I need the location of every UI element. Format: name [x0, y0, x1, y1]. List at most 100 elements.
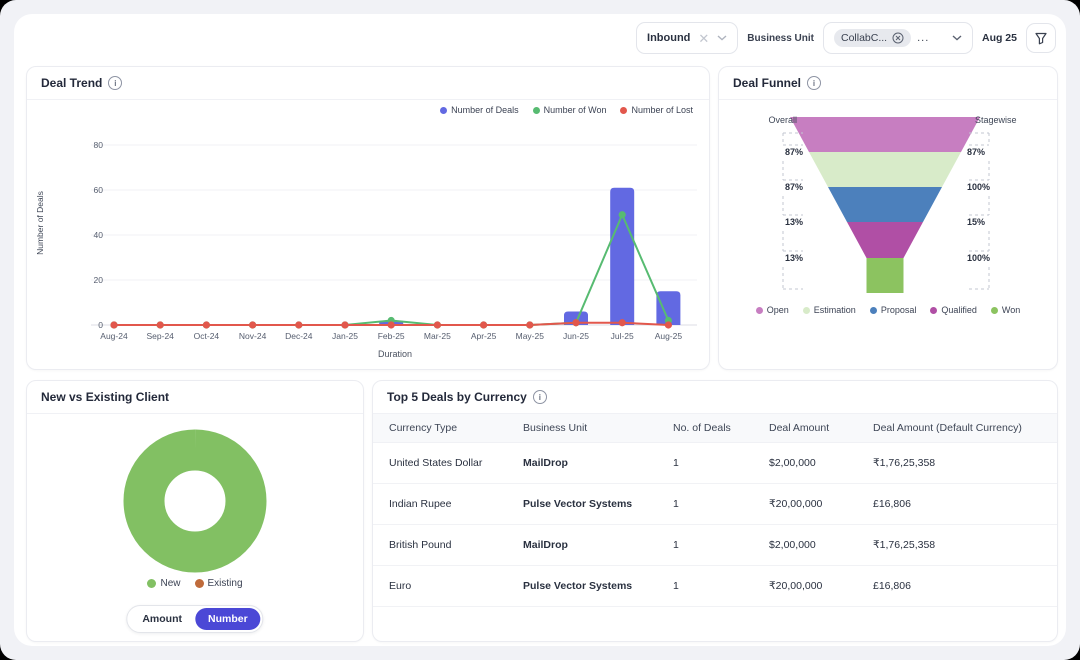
channel-filter-value: Inbound — [647, 32, 691, 44]
svg-text:Aug-24: Aug-24 — [100, 331, 128, 341]
business-unit-label: Business Unit — [747, 32, 814, 44]
legend-dot-icon — [147, 579, 157, 588]
client-legend-item-1[interactable]: Existing — [194, 578, 243, 589]
table-cell: 1 — [673, 580, 679, 592]
chip-overflow: ... — [917, 32, 930, 44]
client-legend-item-0[interactable]: New — [147, 578, 181, 589]
table-cell: ₹20,00,000 — [769, 498, 823, 510]
business-unit-chip[interactable]: CollabC... — [833, 29, 912, 47]
trend-legend-item-1[interactable]: Number of Won — [532, 105, 607, 115]
info-icon[interactable]: i — [532, 390, 547, 404]
legend-label: Estimation — [813, 305, 856, 315]
svg-text:20: 20 — [94, 275, 104, 285]
legend-label: Existing — [207, 578, 243, 589]
client-split-legend: New Existing — [27, 578, 363, 589]
legend-dot-icon — [532, 106, 540, 114]
table-cell: British Pound — [389, 539, 452, 551]
funnel-legend-item-4[interactable]: Won — [990, 305, 1021, 315]
table-cell: £16,806 — [873, 580, 911, 592]
svg-text:100%: 100% — [967, 253, 990, 263]
svg-text:13%: 13% — [785, 253, 803, 263]
table-cell: 1 — [673, 457, 679, 469]
filter-button[interactable] — [1026, 23, 1056, 53]
client-split-header: New vs Existing Client — [27, 381, 363, 414]
table-cell: Euro — [389, 580, 412, 592]
remove-chip-icon[interactable] — [892, 32, 904, 44]
column-header: Business Unit — [523, 422, 588, 434]
svg-text:40: 40 — [94, 230, 104, 240]
deal-funnel-title: Deal Funnel — [733, 76, 802, 90]
table-cell: 1 — [673, 539, 679, 551]
legend-dot-icon — [990, 306, 998, 314]
funnel-legend-item-3[interactable]: Qualified — [930, 305, 977, 315]
deal-trend-chart: 0 20 40 60 80 Number of Deals Aug-24 Sep-24 Oct-… — [35, 140, 697, 359]
svg-text:87%: 87% — [785, 182, 803, 192]
svg-text:15%: 15% — [967, 217, 985, 227]
svg-text:Aug-25: Aug-25 — [655, 331, 683, 341]
channel-filter-select[interactable]: Inbound ✕ — [636, 22, 739, 54]
client-split-donut-chart — [123, 429, 267, 573]
table-cell: United States Dollar — [389, 457, 483, 469]
legend-label: Won — [1001, 305, 1021, 315]
deal-funnel-legend: Open Estimation Proposal Qualified Won — [719, 305, 1057, 315]
legend-dot-icon — [930, 306, 938, 314]
svg-text:Apr-25: Apr-25 — [471, 331, 497, 341]
svg-text:Dec-24: Dec-24 — [285, 331, 313, 341]
legend-label: Number of Won — [543, 105, 607, 115]
svg-text:Overall: Overall — [768, 115, 797, 125]
column-header: Deal Amount — [769, 422, 830, 434]
legend-label: Number of Lost — [631, 105, 693, 115]
table-cell: $2,00,000 — [769, 539, 816, 551]
table-cell: MailDrop — [523, 539, 568, 551]
chevron-down-icon — [717, 35, 727, 41]
trend-legend-item-2[interactable]: Number of Lost — [620, 105, 693, 115]
table-cell: ₹1,76,25,358 — [873, 457, 936, 469]
date-filter-value[interactable]: Aug 25 — [981, 32, 1017, 44]
funnel-filter-icon — [1035, 32, 1047, 44]
top-deals-table: Currency Type Business Unit No. of Deals De… — [373, 413, 1057, 607]
toggle-option-amount[interactable]: Amount — [129, 608, 195, 630]
clear-filter-icon[interactable]: ✕ — [698, 30, 710, 46]
legend-label: Number of Deals — [451, 105, 519, 115]
table-cell: ₹1,76,25,358 — [873, 539, 936, 551]
svg-text:0: 0 — [98, 320, 103, 330]
table-cell: 1 — [673, 498, 679, 510]
toggle-option-number[interactable]: Number — [194, 608, 261, 630]
legend-dot-icon — [620, 106, 628, 114]
client-split-panel: New vs Existing Client New Existing Amoun… — [26, 380, 364, 642]
funnel-legend-item-2[interactable]: Proposal — [869, 305, 916, 315]
filter-bar: Inbound ✕ Business Unit CollabC... ... A… — [636, 22, 1056, 54]
top-deals-title: Top 5 Deals by Currency — [387, 390, 527, 404]
table-cell: Pulse Vector Systems — [523, 580, 633, 592]
svg-text:Sep-24: Sep-24 — [146, 331, 174, 341]
legend-dot-icon — [755, 306, 763, 314]
info-icon[interactable]: i — [807, 76, 822, 90]
top-deals-header: Top 5 Deals by Currency i — [373, 381, 1057, 414]
amount-number-toggle: Amount Number — [126, 605, 264, 633]
funnel-legend-item-0[interactable]: Open — [755, 305, 789, 315]
info-icon[interactable]: i — [108, 76, 123, 90]
chevron-down-icon — [952, 35, 962, 41]
legend-dot-icon — [194, 579, 204, 588]
top-deals-panel: Top 5 Deals by Currency i Currency Type B… — [372, 380, 1058, 642]
svg-text:Oct-24: Oct-24 — [194, 331, 220, 341]
funnel-legend-item-1[interactable]: Estimation — [802, 305, 856, 315]
table-cell: MailDrop — [523, 457, 568, 469]
table-cell: $2,00,000 — [769, 457, 816, 469]
column-header: No. of Deals — [673, 422, 731, 434]
business-unit-select[interactable]: CollabC... ... — [822, 22, 973, 54]
svg-text:May-25: May-25 — [516, 331, 545, 341]
trend-legend-item-0[interactable]: Number of Deals — [440, 105, 519, 115]
svg-text:87%: 87% — [785, 147, 803, 157]
column-header: Deal Amount (Default Currency) — [873, 422, 1022, 434]
column-header: Currency Type — [389, 422, 458, 434]
legend-label: Qualified — [941, 305, 977, 315]
svg-text:80: 80 — [94, 140, 104, 150]
legend-dot-icon — [440, 106, 448, 114]
table-row: United States Dollar MailDrop 1 $2,00,000 ₹1… — [373, 443, 1057, 484]
deal-trend-legend: Number of Deals Number of Won Number of Lo… — [440, 105, 693, 115]
svg-text:Nov-24: Nov-24 — [239, 331, 267, 341]
legend-label: Open — [766, 305, 789, 315]
business-unit-chip-label: CollabC... — [840, 32, 888, 44]
